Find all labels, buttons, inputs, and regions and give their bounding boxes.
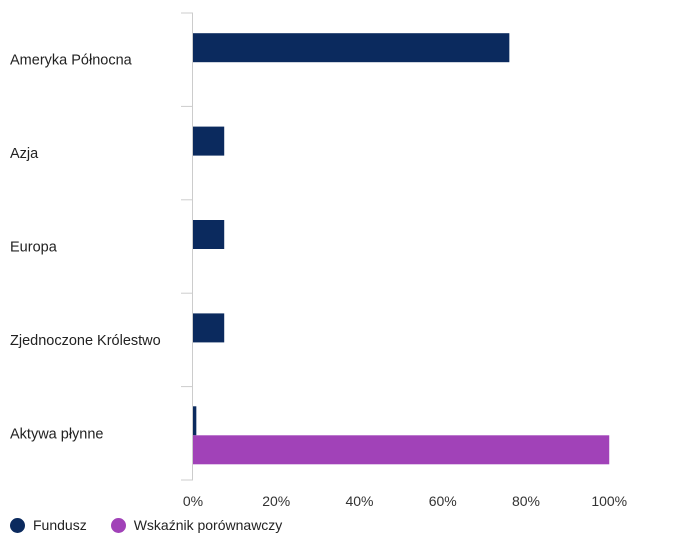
x-tick-label: 0% [183, 493, 203, 509]
legend-swatch-fund [10, 517, 25, 533]
legend-item-fund: Fundusz [10, 517, 87, 533]
bar-benchmark [193, 33, 510, 63]
category-label: Europa [10, 240, 58, 256]
x-tick-label: 20% [262, 493, 290, 509]
bar-benchmark [193, 126, 225, 156]
bar-benchmark [193, 435, 610, 465]
x-tick-label: 40% [345, 493, 373, 509]
x-tick-labels: 0% 20% 40% 60% 80% 100% [183, 493, 627, 509]
x-tick-label: 80% [512, 493, 540, 509]
legend-swatch-benchmark [110, 517, 126, 533]
category-label: Ameryka Północna [10, 53, 133, 69]
bar-benchmark [193, 313, 225, 343]
category-label: Azja [10, 146, 39, 162]
x-tick-label: 100% [591, 493, 627, 509]
axis-group [181, 12, 193, 481]
category-labels: Ameryka Północna Azja Europa Zjednoczone Kr… [10, 53, 161, 443]
legend: Fundusz Wskaźnik porównawczy [10, 515, 282, 535]
x-tick-label: 60% [429, 493, 457, 509]
legend-item-benchmark: Wskaźnik porównawczy [110, 517, 283, 533]
legend-label-benchmark: Wskaźnik porównawczy [133, 517, 283, 533]
legend-label-fund: Fundusz [33, 517, 87, 533]
bar-fund [193, 406, 197, 436]
category-label: Zjednoczone Królestwo [10, 333, 161, 349]
bars-group [193, 33, 610, 465]
bar-benchmark [193, 220, 225, 249]
category-label: Aktywa płynne [10, 426, 104, 442]
